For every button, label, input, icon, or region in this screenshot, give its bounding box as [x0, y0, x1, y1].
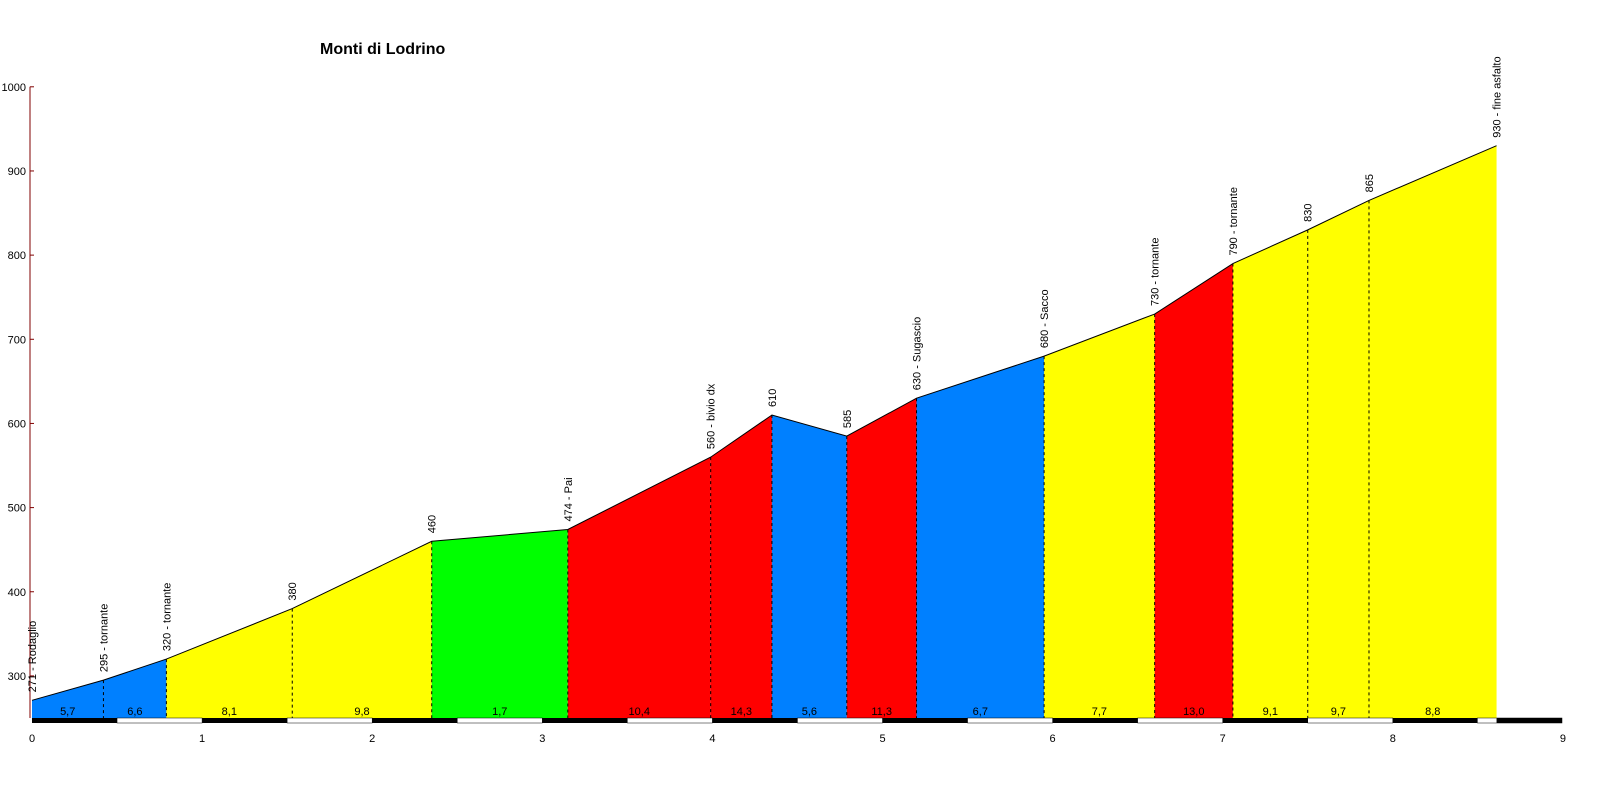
segment-fill: [1368, 145, 1497, 718]
y-tick-label: 600: [8, 418, 26, 430]
segment-gradient-label: 9,7: [1331, 706, 1346, 718]
segment-gradient-label: 9,8: [354, 706, 369, 718]
x-tick-label: 0: [29, 733, 35, 745]
segment-gradient-label: 13,0: [1183, 706, 1204, 718]
distance-bar-segment: [967, 717, 1053, 724]
distance-bar-segment: [1052, 718, 1138, 723]
point-label: 271 - Rodaglio: [27, 621, 39, 693]
point-label: 380: [287, 582, 299, 600]
point-label: 680 - Sacco: [1039, 289, 1051, 348]
distance-bar-segment: [1392, 718, 1478, 723]
x-tick-label: 1: [199, 733, 205, 745]
segment-gradient-label: 1,7: [492, 706, 507, 718]
dividers-layer: [102, 200, 1370, 718]
y-tick-label: 300: [8, 671, 26, 683]
x-tick-label: 8: [1390, 733, 1396, 745]
point-label: 460: [427, 515, 439, 533]
point-label: 610: [767, 389, 779, 407]
distance-bar-segment: [1222, 718, 1308, 723]
distance-bar-tail: [1496, 718, 1562, 723]
segment-fill: [166, 608, 293, 718]
distance-bar-segment: [32, 718, 118, 723]
point-label: 560 - bivio dx: [706, 383, 718, 449]
distance-bar-segment: [882, 718, 968, 723]
segment-fill: [771, 415, 847, 718]
segment-fill: [710, 415, 772, 718]
segment-gradient-label: 8,8: [1425, 706, 1440, 718]
segment-gradient-label: 11,3: [871, 706, 892, 718]
point-label: 320 - tornante: [161, 583, 173, 652]
x-tick-label: 3: [539, 733, 545, 745]
segment-gradient-label: 8,1: [222, 706, 237, 718]
x-tick-label: 2: [369, 733, 375, 745]
point-label: 830: [1303, 204, 1315, 222]
distance-bar-segment: [286, 717, 373, 724]
segment-fill: [32, 680, 104, 718]
x-tick-label: 7: [1220, 733, 1226, 745]
distance-bar-segment: [797, 717, 883, 724]
segments-layer: [32, 145, 1497, 718]
distance-bar-segment: [542, 718, 628, 723]
segment-fill: [1044, 314, 1155, 718]
y-tick-label: 900: [8, 166, 26, 178]
point-label: 585: [842, 410, 854, 428]
segment-fill: [567, 457, 711, 718]
distance-bar-segment: [116, 717, 203, 724]
profile-line: [31, 145, 1497, 701]
y-tick-label: 700: [8, 334, 26, 346]
segment-fill: [1154, 263, 1233, 718]
labels-layer: 5,7 6,6 8,1 9,8 1,7 10,4 14,3 5,6 11,3 6,7 7,7 13,0…: [27, 56, 1504, 718]
point-label: 930 - fine asfalto: [1492, 56, 1504, 137]
chart-title: Monti di Lodrino: [320, 41, 446, 58]
point-label: 295 - tornante: [98, 604, 110, 673]
segment-fill: [1232, 229, 1308, 718]
y-tick-label: 500: [8, 503, 26, 515]
point-label: 730 - tornante: [1150, 238, 1162, 307]
segment-fill: [292, 541, 432, 718]
segment-gradient-label: 7,7: [1092, 706, 1107, 718]
y-tick-label: 1000: [2, 82, 26, 94]
x-tick-label: 6: [1050, 733, 1056, 745]
profile-layer: [31, 145, 1497, 701]
point-label: 790 - tornante: [1228, 187, 1240, 256]
point-label: 865: [1364, 174, 1376, 192]
y-tick-label: 400: [8, 587, 26, 599]
segment-gradient-label: 5,7: [60, 706, 75, 718]
distance-bar-segment: [1137, 717, 1223, 724]
segment-gradient-label: 6,7: [973, 706, 988, 718]
distance-bar-segment: [202, 718, 288, 723]
distance-bar-segment: [372, 718, 458, 723]
segment-gradient-label: 10,4: [629, 706, 650, 718]
segment-gradient-label: 6,6: [127, 706, 142, 718]
distance-bar-segment: [457, 717, 543, 724]
x-tick-label: 5: [879, 733, 885, 745]
distance-bar-segment: [1307, 717, 1394, 724]
segment-fill: [431, 529, 568, 718]
x-tick-label: 4: [709, 733, 715, 745]
segment-gradient-label: 5,6: [802, 706, 817, 718]
segment-fill: [103, 659, 167, 718]
segment-fill: [1307, 200, 1369, 718]
distance-bar-segment: [712, 718, 798, 723]
distance-bar-segment: [627, 717, 713, 724]
segment-fill: [846, 398, 917, 718]
segment-fill: [916, 356, 1045, 718]
axes-layer: 300 400 500 600 700 800 900 1000 0 1 2 3 4 5 6 7 8 9: [2, 82, 1566, 745]
point-label: 474 - Pai: [563, 477, 575, 521]
y-tick-label: 800: [8, 250, 26, 262]
point-label: 630 - Sugascio: [912, 317, 924, 390]
segment-gradient-label: 14,3: [731, 706, 752, 718]
x-tick-label: 9: [1560, 733, 1566, 745]
segment-gradient-label: 9,1: [1263, 706, 1278, 718]
